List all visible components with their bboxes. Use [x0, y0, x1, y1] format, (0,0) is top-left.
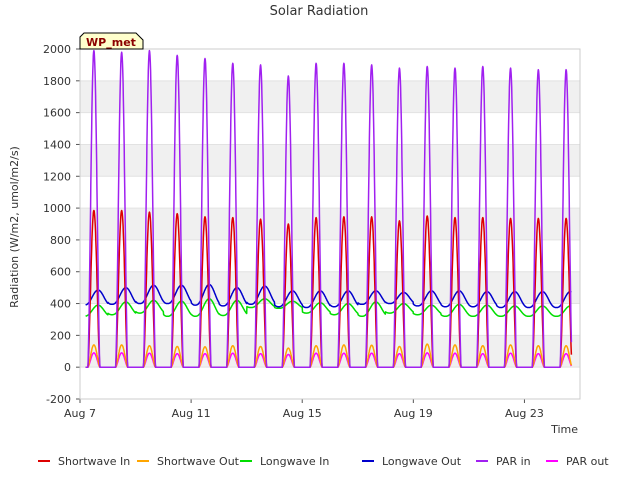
legend-label: Longwave In	[260, 455, 329, 468]
legend-label: Longwave Out	[382, 455, 462, 468]
y-tick-label: 400	[50, 298, 71, 311]
series-line-longwave-out	[85, 283, 572, 309]
legend-label: Shortwave In	[58, 455, 130, 468]
y-tick-label: 1000	[43, 202, 71, 215]
x-tick-label: Aug 23	[505, 407, 544, 420]
y-tick-label: 1400	[43, 138, 71, 151]
series-line-longwave-in	[85, 298, 572, 318]
grid-bands	[80, 48, 580, 400]
y-tick-label: 1200	[43, 170, 71, 183]
grid-band	[80, 271, 580, 304]
y-tick-label: -200	[46, 393, 71, 406]
legend-label: PAR in	[496, 455, 531, 468]
x-tick-label: Aug 15	[283, 407, 322, 420]
y-tick-label: 1600	[43, 107, 71, 120]
x-axis-label: Time	[550, 423, 578, 436]
site-badge: WP_met	[79, 32, 144, 50]
chart-title: Solar Radiation	[270, 4, 369, 19]
x-tick-label: Aug 7	[64, 407, 96, 420]
y-tick-label: 0	[64, 361, 71, 374]
y-axis: -200 0 200 400 600 800 1000 1200 1400 1600 1800 200…	[43, 43, 80, 406]
y-tick-label: 1800	[43, 75, 71, 88]
plot-lines	[85, 49, 573, 368]
site-badge-box	[79, 32, 144, 50]
y-tick-label: 200	[50, 329, 71, 342]
site-label: WP_met	[86, 36, 136, 49]
plot-frame	[79, 48, 581, 400]
y-tick-label: 600	[50, 266, 71, 279]
legend-label: Shortwave Out	[157, 455, 240, 468]
x-axis: Aug 7 Aug 11 Aug 15 Aug 19 Aug 23	[64, 399, 544, 420]
y-tick-label: 800	[50, 234, 71, 247]
grid-band	[80, 144, 580, 177]
grid-band	[80, 208, 580, 240]
x-tick-label: Aug 19	[394, 407, 433, 420]
x-tick-label: Aug 11	[172, 407, 211, 420]
y-tick-label: 2000	[43, 43, 71, 56]
grid-band	[80, 80, 580, 113]
legend-label: PAR out	[566, 455, 609, 468]
legend: Shortwave In Shortwave Out Longwave In Long…	[38, 455, 609, 468]
series-line-par-in	[85, 49, 573, 368]
grid-band	[80, 335, 580, 368]
y-axis-label: Radiation (W/m2, umol/m2/s)	[8, 146, 21, 308]
